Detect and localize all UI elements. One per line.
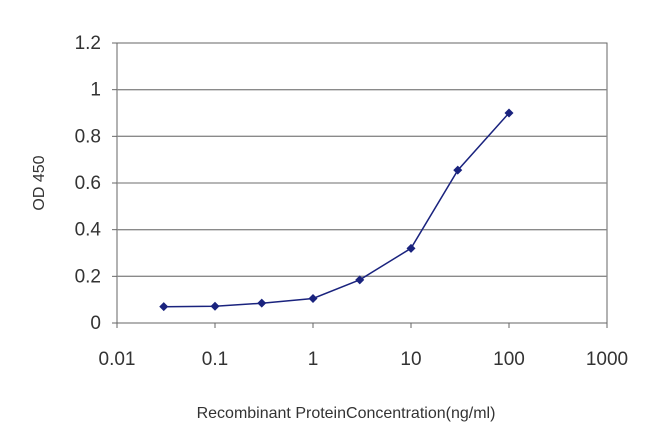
- x-axis-title: Recombinant ProteinConcentration(ng/ml): [197, 405, 496, 422]
- y-tick-label: 0: [90, 313, 101, 334]
- y-tick-label: 0.2: [75, 266, 101, 287]
- x-tick-label: 0.01: [99, 349, 136, 370]
- data-point: [406, 243, 416, 253]
- y-tick-label: 0.8: [75, 126, 101, 147]
- data-point: [453, 165, 463, 175]
- x-tick-label: 100: [493, 349, 525, 370]
- x-tick-label: 1000: [586, 349, 628, 370]
- y-tick-label: 0.6: [75, 173, 101, 194]
- data-point: [159, 302, 169, 312]
- series-layer: [159, 108, 514, 312]
- x-tick-label: 0.1: [202, 349, 228, 370]
- data-point: [210, 301, 220, 311]
- x-axis-ticks: 0.01 0.1 1 10 100 1000: [99, 323, 628, 370]
- x-tick-label: 10: [400, 349, 421, 370]
- y-axis-title: OD 450: [31, 155, 48, 210]
- y-tick-label: 1: [90, 80, 101, 101]
- grid-lines: [117, 89, 607, 277]
- y-tick-label: 1.2: [75, 33, 101, 54]
- x-tick-label: 1: [308, 349, 319, 370]
- y-tick-label: 0.4: [75, 220, 102, 241]
- series-line: [163, 112, 510, 308]
- data-point: [308, 294, 318, 303]
- data-point: [504, 108, 514, 118]
- data-point: [355, 275, 365, 285]
- data-point: [257, 298, 267, 308]
- y-axis-ticks: 0 0.2 0.4 0.6 0.8 1 1.2: [75, 33, 117, 334]
